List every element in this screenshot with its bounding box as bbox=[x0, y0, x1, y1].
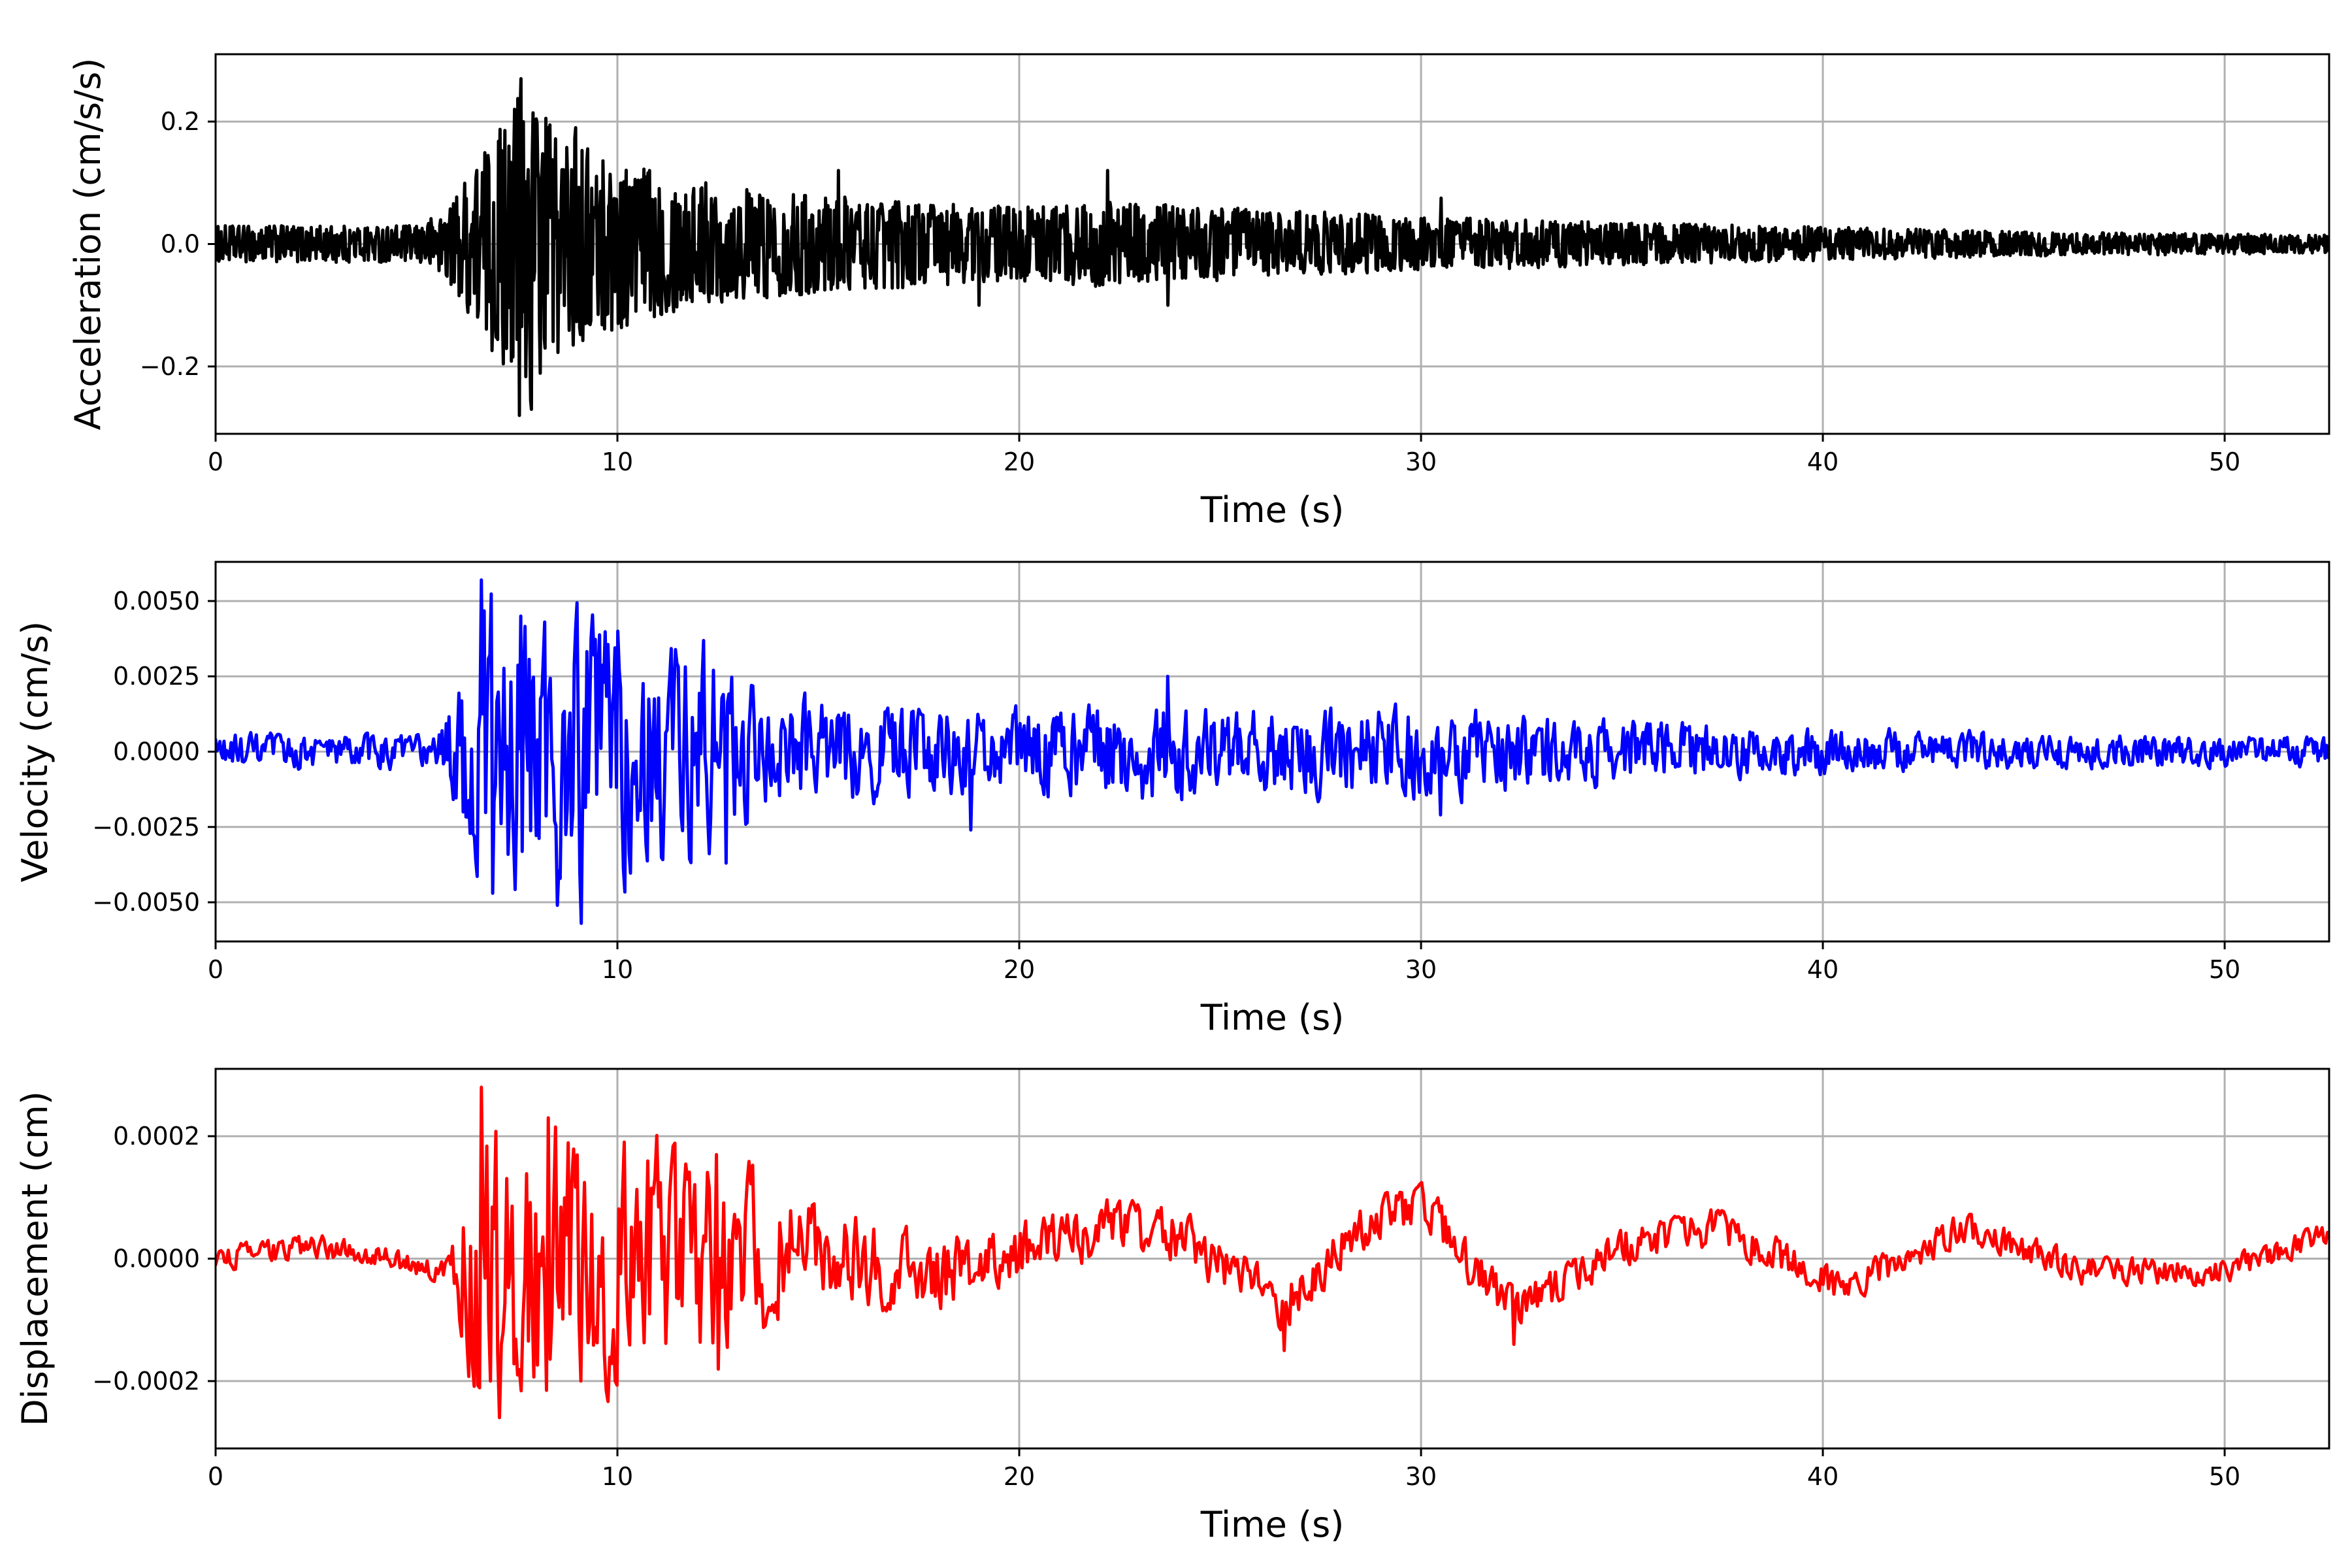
acceleration-series-line bbox=[216, 77, 2329, 417]
acceleration-x-axis-title: Time (s) bbox=[1200, 489, 1345, 531]
velocity-x-tick-label: 10 bbox=[602, 955, 633, 984]
displacement-y-tick-label: 0.0000 bbox=[113, 1245, 200, 1273]
displacement-series-line bbox=[216, 1085, 2329, 1420]
velocity-y-tick-label: −0.0050 bbox=[92, 888, 200, 917]
acceleration-y-axis-title: Acceleration (cm/s/s) bbox=[67, 58, 108, 431]
acceleration-panel: 0 10 20 30 40 50 −0.2 0.0 0.2 Time (s) Acceleratio… bbox=[67, 53, 2330, 531]
panels: 0 10 20 30 40 50 −0.2 0.0 0.2 Time (s) Acceleratio… bbox=[14, 53, 2330, 1545]
displacement-panel: 0 10 20 30 40 50 −0.0002 0.0000 0.0002 Time (s) Di… bbox=[14, 1068, 2330, 1545]
velocity-series-line bbox=[216, 578, 2329, 925]
velocity-y-tick-label: −0.0025 bbox=[92, 813, 200, 841]
velocity-y-tick-label: 0.0050 bbox=[113, 587, 200, 615]
acceleration-y-tick-label: 0.2 bbox=[161, 107, 200, 136]
velocity-x-tick-label: 30 bbox=[1405, 955, 1437, 984]
displacement-x-tick-label: 0 bbox=[208, 1462, 223, 1491]
acceleration-x-tick-label: 30 bbox=[1405, 448, 1437, 476]
velocity-y-axis-title: Velocity (cm/s) bbox=[14, 621, 56, 883]
displacement-x-tick-label: 40 bbox=[1807, 1462, 1838, 1491]
acceleration-x-tick-label: 20 bbox=[1004, 448, 1035, 476]
acceleration-x-tick-label: 0 bbox=[208, 448, 223, 476]
displacement-x-axis-title: Time (s) bbox=[1200, 1504, 1345, 1545]
displacement-x-tick-label: 10 bbox=[602, 1462, 633, 1491]
velocity-x-tick-label: 40 bbox=[1807, 955, 1838, 984]
acceleration-x-tick-label: 50 bbox=[2209, 448, 2240, 476]
displacement-y-tick-label: 0.0002 bbox=[113, 1122, 200, 1151]
displacement-x-tick-label: 50 bbox=[2209, 1462, 2240, 1491]
displacement-y-axis-title: Displacement (cm) bbox=[14, 1091, 56, 1426]
velocity-panel: 0 10 20 30 40 50 −0.0050 −0.0025 0.0000 0.0025 0.0… bbox=[14, 561, 2330, 1038]
velocity-y-tick-label: 0.0000 bbox=[113, 738, 200, 766]
velocity-x-axis-title: Time (s) bbox=[1200, 997, 1345, 1038]
velocity-y-tick-label: 0.0025 bbox=[113, 662, 200, 691]
displacement-y-tick-label: −0.0002 bbox=[92, 1367, 200, 1396]
acceleration-x-tick-label: 10 bbox=[602, 448, 633, 476]
acceleration-x-tick-label: 40 bbox=[1807, 448, 1838, 476]
velocity-x-tick-label: 50 bbox=[2209, 955, 2240, 984]
displacement-x-tick-label: 30 bbox=[1405, 1462, 1437, 1491]
velocity-x-tick-label: 0 bbox=[208, 955, 223, 984]
velocity-x-tick-label: 20 bbox=[1004, 955, 1035, 984]
acceleration-y-tick-label: 0.0 bbox=[161, 230, 200, 259]
displacement-x-tick-label: 20 bbox=[1004, 1462, 1035, 1491]
acceleration-y-tick-label: −0.2 bbox=[140, 352, 200, 381]
